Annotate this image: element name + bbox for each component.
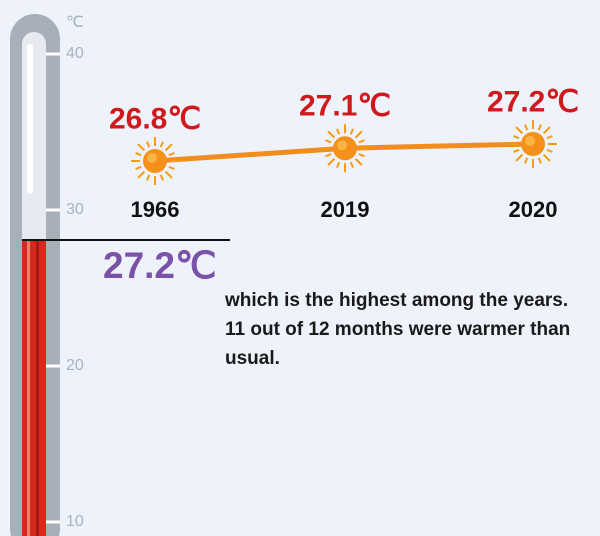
description-text: which is the highest among the years. 11… <box>225 286 600 373</box>
data-label: 27.1℃ <box>298 89 392 123</box>
thermometer-tick-label: 40 <box>66 45 84 62</box>
thermometer-tick-label: 20 <box>66 357 84 374</box>
thermometer-tick-label: 10 <box>66 513 84 530</box>
thermometer-mercury <box>22 240 46 536</box>
mercury-highlight <box>36 240 39 536</box>
sun-icon <box>131 137 179 185</box>
description-line: which is the highest among the years. <box>225 290 569 311</box>
description-line: usual. <box>225 348 280 369</box>
category-label: 2019 <box>320 197 370 222</box>
thermometer-tick-label: 30 <box>66 201 84 218</box>
category-label: 2020 <box>508 197 558 222</box>
data-label: 26.8℃ <box>108 102 202 136</box>
unit-label: ℃ <box>66 14 84 31</box>
category-label: 1966 <box>130 197 180 222</box>
mercury-highlight <box>27 240 30 536</box>
description-line: 11 out of 12 months were warmer than <box>225 319 571 340</box>
current-temperature: 27.2℃ <box>103 245 217 286</box>
sun-icon <box>321 124 369 173</box>
glass-highlight <box>27 44 33 194</box>
data-label: 27.2℃ <box>486 85 580 119</box>
sun-icon <box>509 120 557 168</box>
